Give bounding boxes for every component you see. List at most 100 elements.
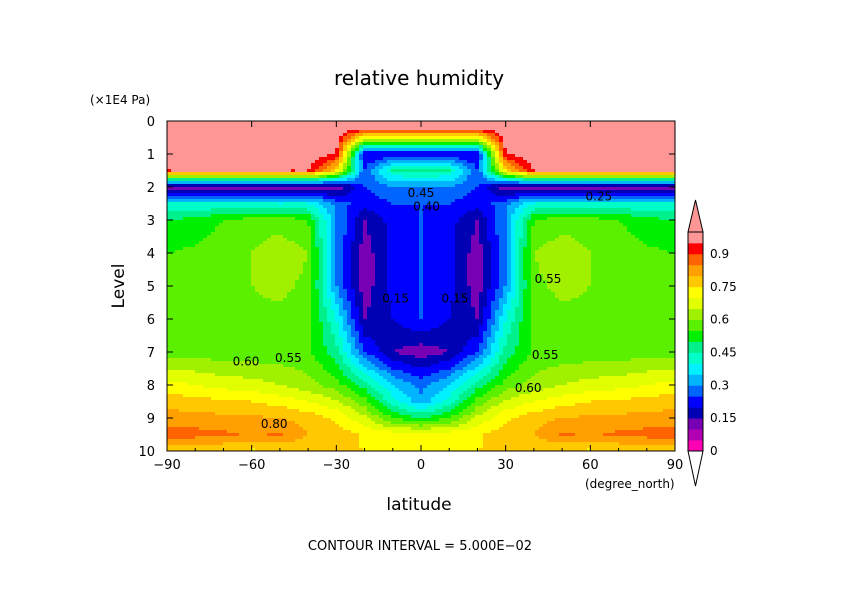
contour-cell	[595, 166, 600, 170]
contour-cell	[411, 184, 416, 188]
contour-cell	[335, 172, 340, 176]
contour-cell	[639, 124, 644, 128]
contour-cell	[587, 196, 592, 200]
contour-cell	[591, 154, 596, 158]
contour-cell	[179, 220, 184, 224]
contour-cell	[459, 220, 464, 224]
contour-cell	[231, 139, 236, 143]
contour-cell	[339, 169, 344, 173]
contour-cell	[543, 142, 548, 146]
contour-cell	[599, 136, 604, 140]
contour-cell	[587, 145, 592, 149]
contour-cell	[639, 181, 644, 185]
contour-cell	[319, 229, 324, 233]
contour-cell	[455, 124, 460, 128]
contour-cell	[359, 193, 364, 197]
contour-cell	[423, 235, 428, 239]
contour-cell	[307, 187, 312, 191]
contour-cell	[343, 190, 348, 194]
contour-cell	[419, 154, 424, 158]
contour-cell	[431, 136, 436, 140]
contour-cell	[479, 145, 484, 149]
contour-cell	[599, 124, 604, 128]
contour-cell	[483, 205, 488, 209]
contour-cell	[355, 205, 360, 209]
contour-cell	[411, 124, 416, 128]
contour-cell	[171, 181, 176, 185]
contour-cell	[671, 193, 675, 197]
contour-cell	[463, 169, 468, 173]
contour-cell	[547, 148, 552, 152]
contour-cell	[347, 151, 352, 155]
contour-cell	[311, 196, 316, 200]
contour-cell	[283, 133, 288, 137]
contour-cell	[295, 184, 300, 188]
contour-cell	[623, 211, 628, 215]
contour-cell	[443, 133, 448, 137]
contour-cell	[567, 163, 572, 167]
contour-cell	[515, 175, 520, 179]
contour-cell	[651, 133, 656, 137]
contour-cell	[547, 142, 552, 146]
contour-cell	[439, 133, 444, 137]
contour-cell	[467, 127, 472, 131]
contour-cell	[291, 232, 296, 236]
contour-cell	[611, 157, 616, 161]
contour-cell	[607, 214, 612, 218]
contour-cell	[511, 154, 516, 158]
contour-cell	[279, 136, 284, 140]
contour-cell	[387, 154, 392, 158]
contour-cell	[507, 235, 512, 239]
contour-cell	[475, 151, 480, 155]
contour-cell	[495, 172, 500, 176]
contour-cell	[539, 130, 544, 134]
contour-cell	[307, 160, 312, 164]
contour-cell	[303, 133, 308, 137]
contour-cell	[559, 136, 564, 140]
contour-cell	[595, 121, 600, 125]
contour-cell	[191, 235, 196, 239]
contour-cell	[191, 151, 196, 155]
contour-cell	[171, 145, 176, 149]
contour-cell	[639, 229, 644, 233]
contour-cell	[343, 193, 348, 197]
contour-cell	[251, 187, 256, 191]
contour-cell	[447, 196, 452, 200]
contour-cell	[175, 196, 180, 200]
contour-cell	[243, 172, 248, 176]
contour-cell	[331, 187, 336, 191]
contour-cell	[375, 133, 380, 137]
contour-cell	[195, 229, 200, 233]
contour-cell	[183, 139, 188, 143]
contour-cell	[395, 142, 400, 146]
contour-cell	[375, 163, 380, 167]
contour-cell	[567, 187, 572, 191]
contour-cell	[455, 181, 460, 185]
contour-cell	[355, 130, 360, 134]
contour-cell	[399, 142, 404, 146]
contour-cell	[543, 199, 548, 203]
contour-cell	[547, 169, 552, 173]
contour-cell	[671, 127, 675, 131]
contour-cell	[571, 166, 576, 170]
contour-cell	[319, 142, 324, 146]
contour-cell	[219, 187, 224, 191]
contour-cell	[419, 232, 424, 236]
contour-cell	[335, 157, 340, 161]
contour-cell	[499, 124, 504, 128]
contour-cell	[251, 214, 256, 218]
contour-cell	[327, 136, 332, 140]
contour-cell	[615, 235, 620, 239]
contour-cell	[339, 229, 344, 233]
contour-cell	[263, 145, 268, 149]
contour-cell	[623, 178, 628, 182]
contour-cell	[219, 208, 224, 212]
contour-cell	[507, 202, 512, 206]
contour-cell	[359, 154, 364, 158]
contour-cell	[195, 160, 200, 164]
contour-cell	[351, 220, 356, 224]
contour-cell	[539, 202, 544, 206]
contour-cell	[435, 214, 440, 218]
contour-cell	[283, 139, 288, 143]
contour-cell	[615, 166, 620, 170]
